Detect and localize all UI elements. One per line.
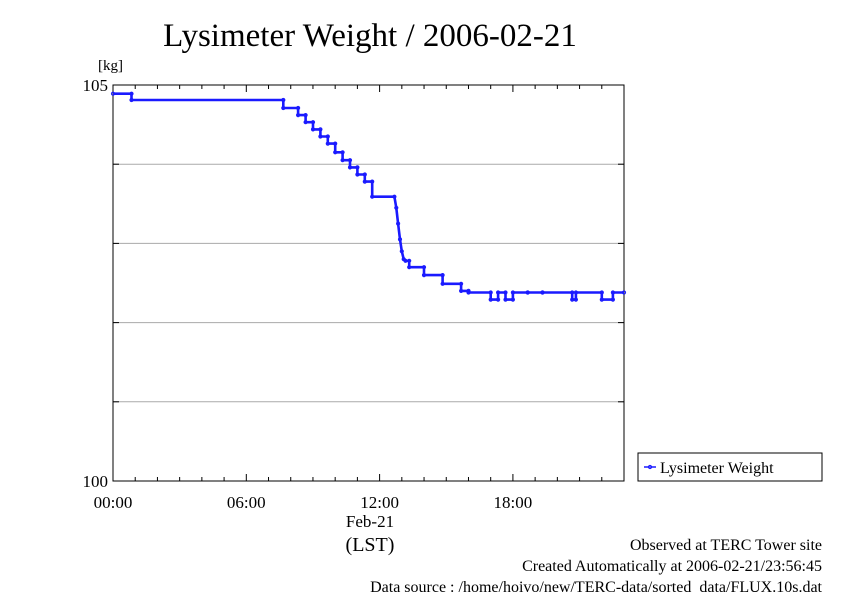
y-axis-unit-label: [kg] bbox=[98, 58, 123, 74]
data-point bbox=[325, 134, 330, 139]
data-point bbox=[399, 249, 404, 254]
data-point bbox=[610, 290, 616, 295]
data-point bbox=[296, 105, 301, 111]
data-point bbox=[303, 120, 308, 125]
data-point bbox=[355, 165, 360, 170]
data-point bbox=[488, 297, 493, 302]
legend-box bbox=[637, 452, 823, 482]
legend-marker bbox=[647, 464, 653, 470]
series-line bbox=[113, 92, 624, 301]
data-point bbox=[599, 290, 604, 295]
data-point bbox=[407, 265, 412, 270]
legend: Lysimeter Weight bbox=[637, 452, 823, 482]
axis-ticks: 00:00 06:00 12:00 18:00 100 105 bbox=[83, 76, 625, 512]
data-point bbox=[573, 297, 579, 302]
data-point bbox=[421, 265, 427, 270]
data-point bbox=[466, 290, 471, 295]
x-axis-label: (LST) bbox=[346, 534, 395, 556]
x-tick-label: 12:00 bbox=[360, 493, 399, 512]
data-point bbox=[318, 127, 323, 132]
data-point bbox=[459, 288, 464, 293]
data-point bbox=[610, 297, 616, 302]
data-point bbox=[488, 290, 493, 295]
data-point bbox=[503, 290, 508, 295]
data-point bbox=[510, 290, 516, 295]
chart-title: Lysimeter Weight / 2006-02-21 bbox=[163, 18, 577, 54]
data-point bbox=[370, 179, 375, 184]
data-point bbox=[333, 141, 338, 146]
data-point bbox=[340, 158, 345, 163]
data-point bbox=[397, 237, 403, 242]
x-tick-label: 00:00 bbox=[94, 493, 133, 512]
legend-label: Lysimeter Weight bbox=[660, 460, 774, 477]
footer-created-timestamp: Created Automatically at 2006-02-21/23:5… bbox=[522, 558, 822, 575]
data-point bbox=[281, 97, 286, 103]
data-point bbox=[281, 105, 286, 111]
plot-frame bbox=[112, 84, 625, 482]
data-point bbox=[440, 273, 445, 278]
data-point bbox=[621, 290, 627, 295]
data-point bbox=[355, 172, 360, 177]
data-point bbox=[540, 290, 545, 295]
data-point bbox=[333, 150, 338, 155]
data-point bbox=[110, 91, 116, 96]
data-point bbox=[599, 297, 604, 302]
data-point bbox=[318, 134, 323, 139]
data-point bbox=[421, 273, 427, 278]
data-point bbox=[496, 290, 501, 295]
data-point bbox=[525, 290, 530, 295]
data-point bbox=[466, 288, 471, 293]
x-tick-label: 06:00 bbox=[227, 493, 266, 512]
y-tick-label: 100 bbox=[83, 472, 109, 491]
data-point bbox=[396, 221, 401, 226]
data-point bbox=[325, 141, 330, 146]
footer-observed-site: Observed at TERC Tower site bbox=[630, 537, 822, 554]
data-point bbox=[310, 120, 316, 125]
data-point bbox=[496, 297, 501, 302]
y-tick-label: 105 bbox=[83, 76, 109, 95]
data-point bbox=[510, 297, 516, 302]
data-point bbox=[362, 172, 367, 177]
data-point bbox=[129, 91, 134, 96]
data-point bbox=[459, 281, 464, 286]
data-point bbox=[370, 194, 375, 199]
data-point bbox=[347, 158, 353, 163]
data-point bbox=[362, 179, 367, 184]
data-point bbox=[392, 194, 397, 199]
data-point bbox=[403, 258, 408, 263]
data-point bbox=[340, 150, 345, 155]
grid-lines bbox=[113, 163, 624, 403]
data-point bbox=[394, 205, 399, 210]
data-point bbox=[503, 297, 508, 302]
data-point bbox=[310, 127, 316, 132]
data-point bbox=[347, 165, 353, 170]
data-point bbox=[303, 113, 308, 118]
data-point bbox=[573, 290, 579, 295]
data-point bbox=[407, 258, 412, 263]
x-axis-date-label: Feb-21 bbox=[346, 512, 394, 531]
data-point bbox=[296, 113, 301, 118]
data-point bbox=[440, 281, 445, 286]
data-point bbox=[129, 97, 134, 103]
footer-data-source: Data source : /home/hoivo/new/TERC-data/… bbox=[370, 579, 822, 595]
x-tick-label: 18:00 bbox=[494, 493, 533, 512]
series-lysimeter-weight bbox=[110, 91, 627, 302]
